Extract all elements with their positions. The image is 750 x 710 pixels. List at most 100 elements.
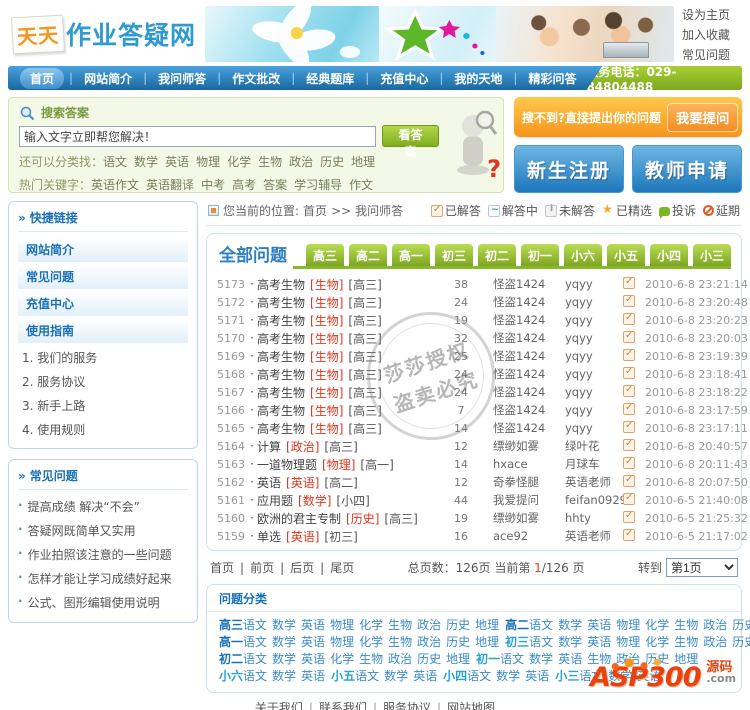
asker-name[interactable]: 怪盗1424 bbox=[493, 403, 546, 417]
teacher-name[interactable]: 月球车 bbox=[565, 457, 600, 471]
category-subject-link[interactable]: 数学 bbox=[272, 652, 297, 666]
table-row[interactable]: 5163 · 一道物理题 [物理] [高一] 14 hxace 月球车 2010… bbox=[217, 455, 748, 473]
category-subject-link[interactable]: 物理 bbox=[616, 635, 641, 649]
hot-keyword-link[interactable]: 作文 bbox=[349, 178, 374, 192]
category-subject-link[interactable]: 数学 bbox=[272, 669, 297, 683]
sidebar-item[interactable]: 充值中心 bbox=[18, 291, 188, 316]
asker-name[interactable]: 怪盗1424 bbox=[493, 421, 546, 435]
grade-tab[interactable]: 初一 bbox=[521, 244, 559, 266]
category-subject-link[interactable]: 历史 bbox=[446, 618, 471, 632]
teacher-name[interactable]: yqyy bbox=[565, 349, 593, 363]
hot-keyword-link[interactable]: 中考 bbox=[201, 178, 226, 192]
subject-tag[interactable]: [生物] bbox=[310, 349, 344, 364]
category-subject-link[interactable]: 政治 bbox=[417, 618, 442, 632]
grade-tag[interactable]: [小四] bbox=[336, 493, 370, 508]
category-subject-link[interactable]: 生物 bbox=[587, 652, 612, 666]
category-subject-link[interactable]: 语文 bbox=[243, 669, 268, 683]
hot-keyword-link[interactable]: 英语作文 bbox=[91, 178, 140, 192]
faq-link[interactable]: 常见问题 bbox=[682, 47, 731, 62]
teacher-apply-button[interactable]: 教师申请 bbox=[632, 145, 742, 193]
category-subject-link[interactable]: 数学 bbox=[558, 635, 583, 649]
teacher-name[interactable]: yqyy bbox=[565, 295, 593, 309]
subject-tag[interactable]: [英语] bbox=[286, 475, 320, 490]
teacher-name[interactable]: yqyy bbox=[565, 385, 593, 399]
faq-item-link[interactable]: 怎样才能让学习成绩好起来 bbox=[27, 572, 172, 586]
category-subject-link[interactable]: 地理 bbox=[674, 652, 699, 666]
subject-tag[interactable]: [生物] bbox=[310, 313, 344, 328]
subject-tag[interactable]: [生物] bbox=[310, 331, 344, 346]
sidebar-numbered-item[interactable]: 2. 服务协议 bbox=[22, 375, 86, 389]
pagination-link[interactable]: 尾页 bbox=[330, 561, 355, 575]
asker-name[interactable]: 怪盗1424 bbox=[493, 349, 546, 363]
grade-tag[interactable]: [高三] bbox=[348, 277, 382, 292]
category-subject-link[interactable]: 语文 bbox=[579, 669, 604, 683]
grade-tab[interactable]: 初二 bbox=[478, 244, 516, 266]
faq-item-link[interactable]: 公式、图形编辑使用说明 bbox=[27, 596, 160, 610]
subject-tag[interactable]: [生物] bbox=[310, 295, 344, 310]
teacher-name[interactable]: 英语老师 bbox=[565, 529, 611, 543]
table-row[interactable]: 5165 · 高考生物 [生物] [高三] 14 怪盗1424 yqyy 201… bbox=[217, 419, 748, 437]
question-title[interactable]: 单选 bbox=[257, 529, 282, 544]
table-row[interactable]: 5168 · 高考生物 [生物] [高三] 24 怪盗1424 yqyy 201… bbox=[217, 365, 748, 383]
grade-tag[interactable]: [高三] bbox=[348, 313, 382, 328]
hot-keyword-link[interactable]: 答案 bbox=[263, 178, 288, 192]
hot-keyword-link[interactable]: 英语翻译 bbox=[146, 178, 195, 192]
pagination-link[interactable]: 首页 bbox=[210, 561, 235, 575]
pagination-link[interactable]: 前页 bbox=[250, 561, 275, 575]
category-subject-link[interactable]: 语文 bbox=[355, 669, 380, 683]
category-subject-link[interactable]: 化学 bbox=[645, 618, 670, 632]
category-link[interactable]: 物理 bbox=[196, 155, 221, 169]
table-row[interactable]: 5164 · 计算 [政治] [高三] 12 缥缈如雾 绿叶花 2010-6-8… bbox=[217, 437, 748, 455]
nav-item[interactable]: 经典题库 bbox=[306, 71, 355, 86]
asker-name[interactable]: 怪盗1424 bbox=[493, 313, 546, 327]
sidebar-item[interactable]: 使用指南 bbox=[18, 318, 188, 343]
asker-name[interactable]: 怪盗1424 bbox=[493, 367, 546, 381]
sidebar-numbered-item[interactable]: 3. 新手上路 bbox=[22, 399, 86, 413]
teacher-name[interactable]: yqyy bbox=[565, 313, 593, 327]
subject-tag[interactable]: [生物] bbox=[310, 403, 344, 418]
category-subject-link[interactable]: 英语 bbox=[637, 669, 662, 683]
category-subject-link[interactable]: 英语 bbox=[558, 652, 583, 666]
category-subject-link[interactable]: 数学 bbox=[384, 669, 409, 683]
category-subject-link[interactable]: 数学 bbox=[608, 669, 633, 683]
teacher-name[interactable]: 英语老师 bbox=[565, 475, 611, 489]
nav-item[interactable]: 精彩问答 bbox=[528, 71, 577, 86]
question-title[interactable]: 高考生物 bbox=[257, 367, 306, 382]
ask-question-button[interactable]: 我要提问 bbox=[666, 102, 739, 132]
footer-link[interactable]: 服务协议 bbox=[383, 701, 432, 710]
nav-item[interactable]: 作文批改 bbox=[232, 71, 281, 86]
teacher-name[interactable]: yqyy bbox=[565, 277, 593, 291]
question-title[interactable]: 高考生物 bbox=[257, 385, 306, 400]
sidebar-item[interactable]: 常见问题 bbox=[18, 264, 188, 289]
category-subject-link[interactable]: 化学 bbox=[330, 652, 355, 666]
category-subject-link[interactable]: 生物 bbox=[359, 652, 384, 666]
category-subject-link[interactable]: 数学 bbox=[529, 652, 554, 666]
teacher-name[interactable]: yqyy bbox=[565, 331, 593, 345]
category-link[interactable]: 数学 bbox=[134, 155, 159, 169]
category-subject-link[interactable]: 英语 bbox=[587, 635, 612, 649]
category-grade-link[interactable]: 小六 bbox=[219, 669, 244, 683]
hot-keyword-link[interactable]: 高考 bbox=[232, 178, 257, 192]
grade-tag[interactable]: [高一] bbox=[360, 457, 394, 472]
category-subject-link[interactable]: 历史 bbox=[417, 652, 442, 666]
category-subject-link[interactable]: 英语 bbox=[413, 669, 438, 683]
asker-name[interactable]: 奇拳怪腿 bbox=[493, 475, 539, 489]
sidebar-numbered-item[interactable]: 4. 使用规则 bbox=[22, 423, 86, 437]
grade-tag[interactable]: [高三] bbox=[348, 385, 382, 400]
category-grade-link[interactable]: 高一 bbox=[219, 635, 244, 649]
subject-tag[interactable]: [生物] bbox=[310, 385, 344, 400]
category-subject-link[interactable]: 生物 bbox=[388, 635, 413, 649]
faq-item[interactable]: · 提高成绩 解决“不会” bbox=[18, 495, 188, 519]
footer-link[interactable]: 联系我们 bbox=[318, 701, 367, 710]
grade-tab[interactable]: 高一 bbox=[392, 244, 430, 266]
breadcrumb-home[interactable]: 首页 bbox=[303, 204, 328, 218]
category-subject-link[interactable]: 数学 bbox=[272, 635, 297, 649]
category-subject-link[interactable]: 语文 bbox=[500, 652, 525, 666]
grade-tab[interactable]: 初三 bbox=[435, 244, 473, 266]
teacher-name[interactable]: feifan0929 bbox=[565, 493, 623, 507]
subject-tag[interactable]: [政治] bbox=[286, 439, 320, 454]
category-grade-link[interactable]: 小四 bbox=[443, 669, 468, 683]
category-subject-link[interactable]: 英语 bbox=[587, 618, 612, 632]
site-logo[interactable]: 天天 作业答疑网 bbox=[11, 14, 197, 54]
grade-tab[interactable]: 小五 bbox=[607, 244, 645, 266]
